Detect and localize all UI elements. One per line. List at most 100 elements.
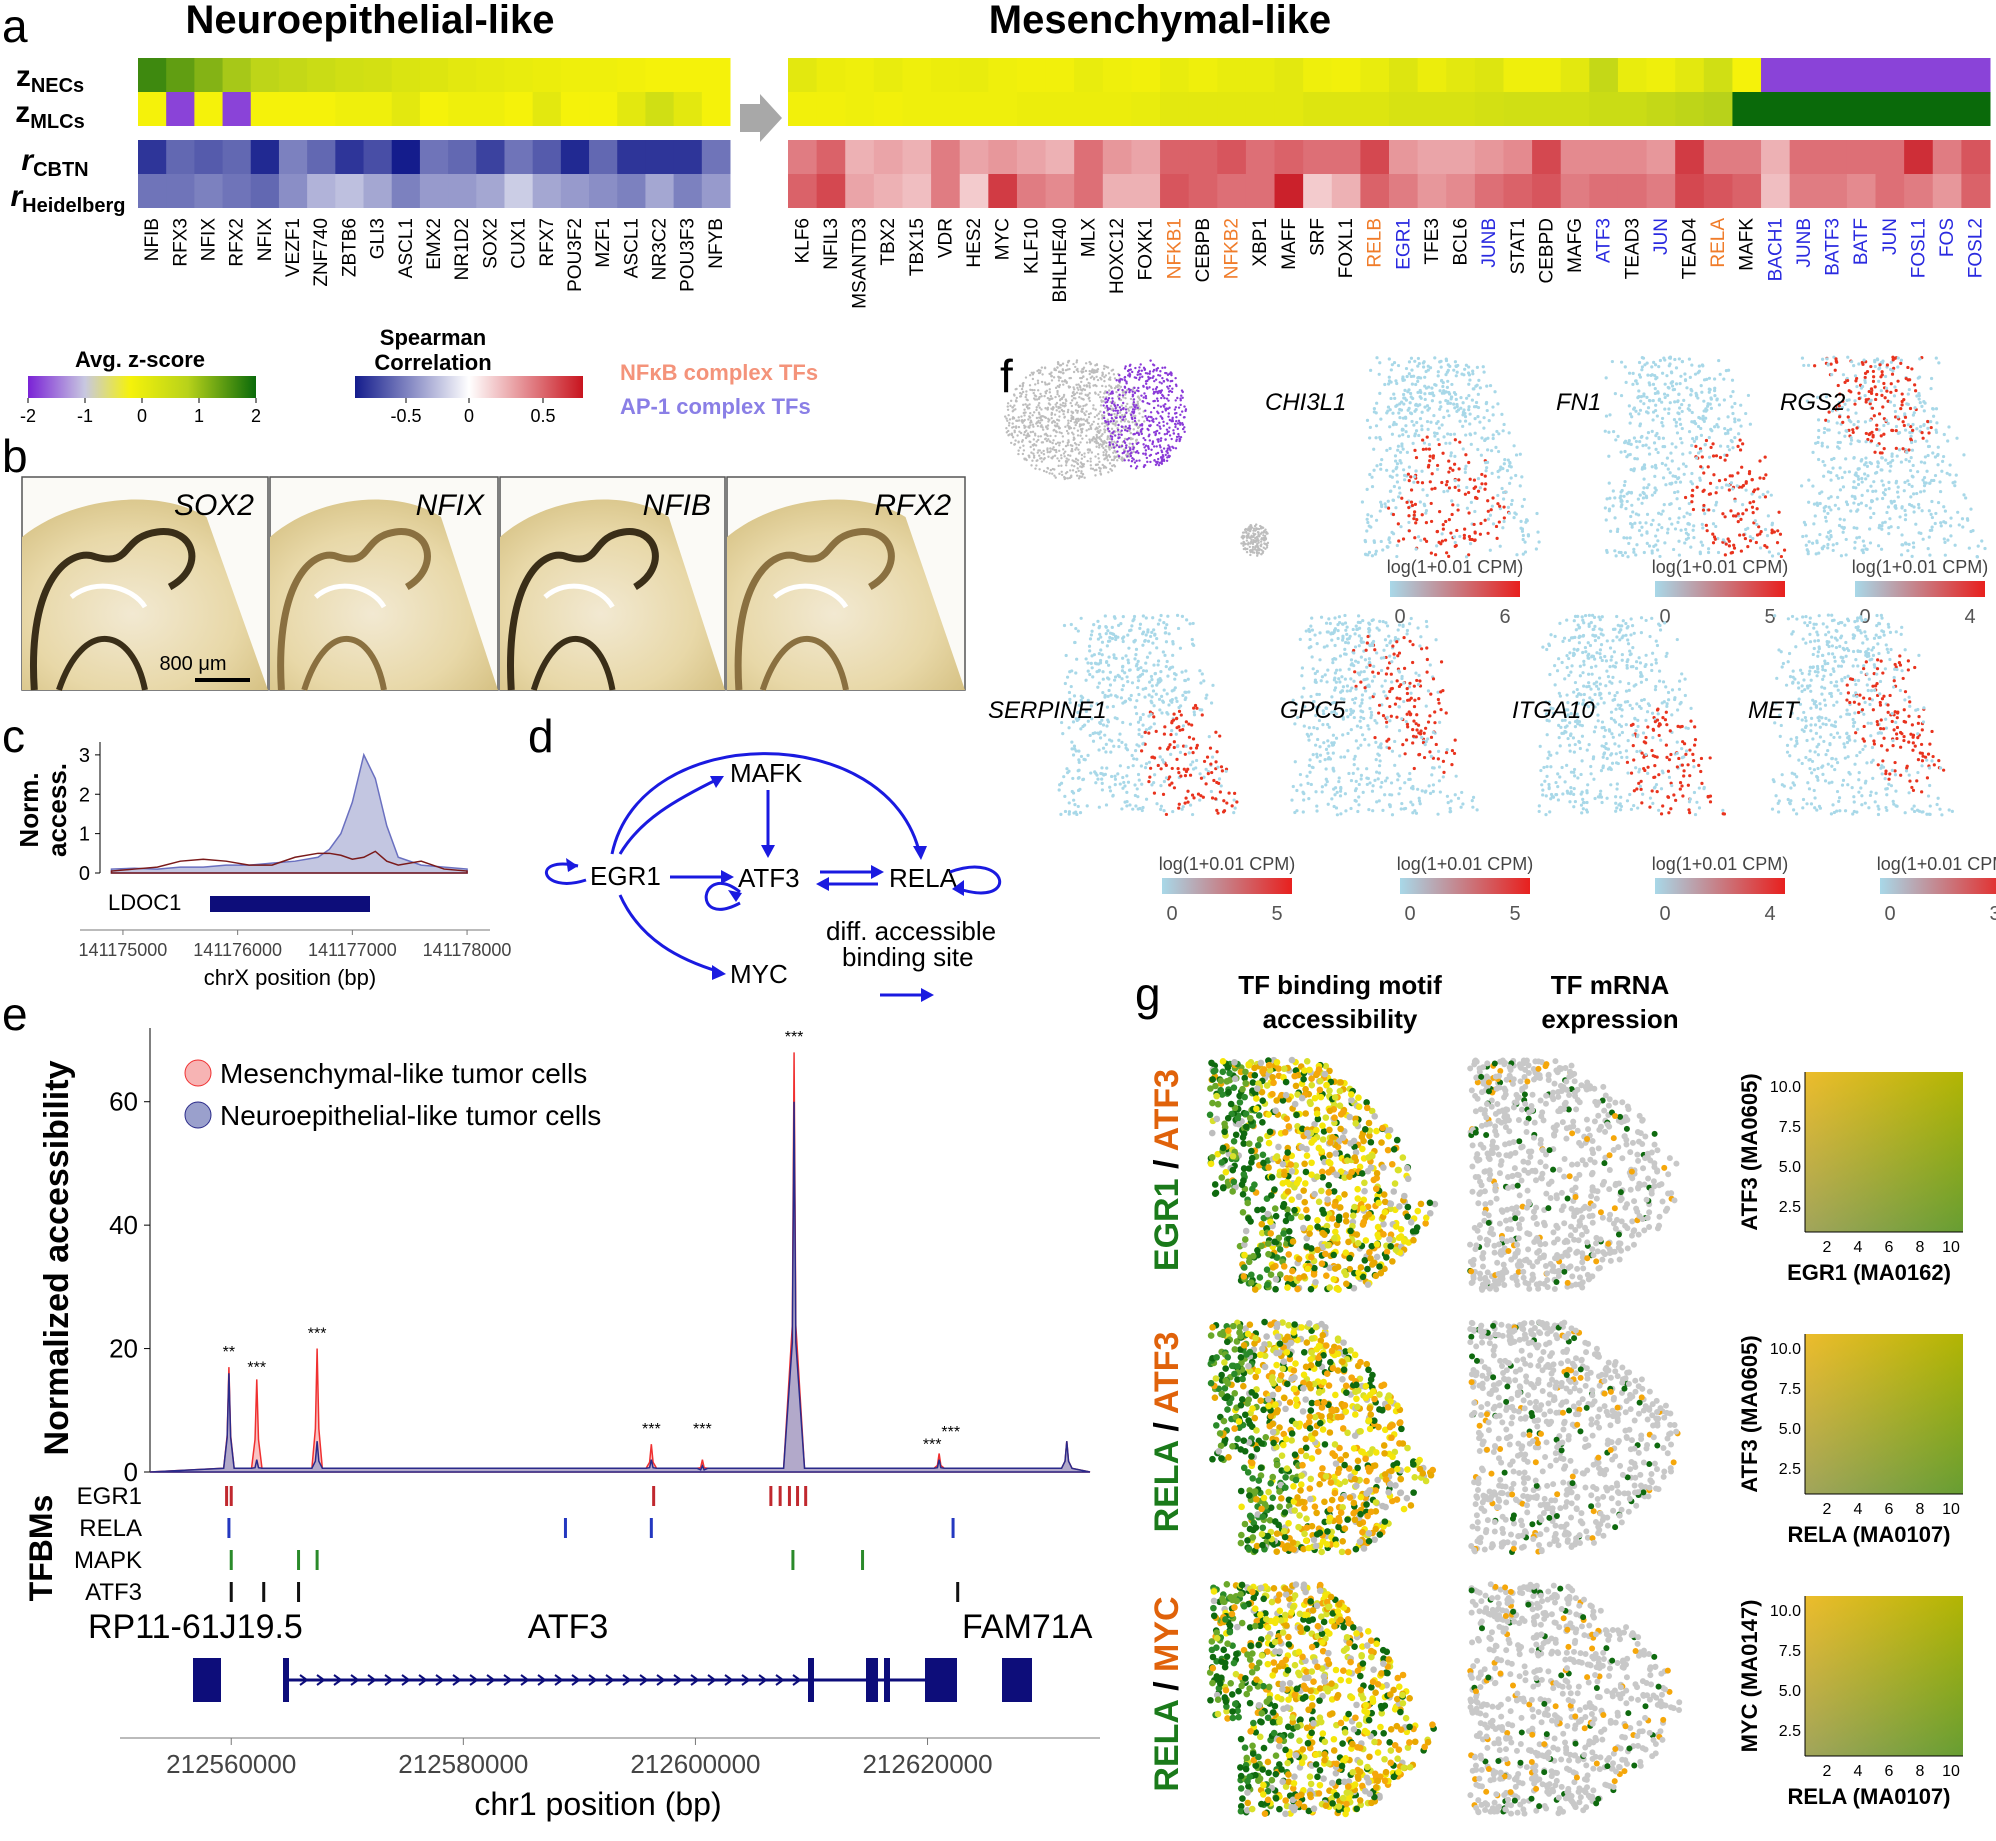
umap-point [1134, 749, 1138, 753]
umap-point [1061, 369, 1065, 372]
umap-point [1121, 615, 1125, 619]
umap-point-highlight [1131, 417, 1134, 421]
umap-point [1654, 377, 1658, 381]
umap-point [1454, 543, 1458, 548]
umap-point [1836, 383, 1840, 388]
umap-point-highlight [1141, 400, 1145, 403]
row-label-znecs: zNECs [16, 60, 84, 97]
umap-point [1184, 696, 1188, 700]
heatmap-cell [250, 58, 280, 92]
heatmap-cell [307, 92, 336, 126]
umap-point [1181, 728, 1185, 732]
gene-label: RFX3 [170, 218, 191, 267]
umap-point [1179, 774, 1183, 778]
umap-point-highlight [1167, 444, 1170, 447]
umap-point [1062, 775, 1066, 779]
umap-point [1032, 444, 1035, 447]
umap-point [1647, 483, 1651, 487]
umap-point [1023, 424, 1026, 427]
umap-point [1690, 500, 1694, 504]
umap-point [1205, 755, 1210, 759]
heatmap-cell [1102, 58, 1132, 92]
umap-point [1144, 762, 1149, 766]
umap-point [1067, 458, 1070, 461]
umap-point-highlight [1115, 444, 1119, 447]
heatmap-cell [419, 92, 449, 126]
umap-point [1074, 403, 1078, 406]
umap-point-highlight [1137, 432, 1140, 435]
umap-point [1896, 415, 1900, 419]
umap-point [1712, 377, 1717, 381]
umap-point-highlight [1144, 409, 1147, 412]
umap-point [1911, 413, 1916, 417]
heatmap-cell [1188, 92, 1218, 126]
umap-point [1439, 365, 1443, 369]
umap-point [1379, 503, 1384, 507]
umap-point [1453, 540, 1457, 545]
umap-point-highlight [1118, 393, 1121, 397]
umap-point-highlight [1133, 391, 1137, 395]
umap-point [1092, 435, 1095, 439]
umap-point [1751, 536, 1755, 541]
gene-label: MAFG [1565, 218, 1586, 273]
umap-point [1047, 455, 1050, 458]
umap-point [1046, 424, 1050, 427]
umap-point [1162, 732, 1166, 736]
umap-point [1690, 363, 1694, 367]
umap-point-highlight [1147, 434, 1150, 438]
umap-point [1030, 451, 1033, 454]
umap-point [1087, 412, 1091, 416]
umap-point [1653, 363, 1658, 367]
gene-label: TBX15 [907, 218, 928, 276]
umap-point [1852, 501, 1856, 505]
heatmap-cell [1761, 92, 1791, 126]
umap-point [1440, 539, 1445, 543]
e-strand-arrow [690, 1674, 700, 1686]
umap-point [1318, 753, 1323, 757]
umap-point [1214, 797, 1218, 801]
umap-point [1651, 399, 1655, 403]
umap-point [1463, 367, 1467, 371]
umap-point [1867, 389, 1871, 394]
umap-point [1899, 358, 1903, 362]
umap-point [1417, 361, 1421, 366]
umap-point [1424, 508, 1429, 513]
umap-point [1467, 373, 1472, 377]
umap-point [1368, 436, 1372, 440]
heatmap-cell [504, 174, 534, 208]
umap-point-highlight [1169, 449, 1172, 452]
umap-point-highlight [1124, 446, 1128, 449]
umap-point [1006, 419, 1009, 422]
umap-point [1156, 763, 1160, 768]
umap-point [1659, 512, 1663, 516]
umap-point [1190, 723, 1194, 727]
umap-point [1191, 737, 1196, 741]
umap-point [1138, 806, 1142, 811]
umap-point [1604, 518, 1608, 522]
gene-label: TFE3 [1422, 218, 1443, 264]
umap-point [1214, 730, 1218, 734]
umap-point [1442, 490, 1446, 494]
umap-point [1461, 424, 1465, 428]
umap-point [1447, 459, 1451, 463]
gene-label: NFKB1 [1164, 218, 1185, 279]
umap-point [1871, 489, 1875, 493]
umap-point [1059, 454, 1063, 457]
umap-point [1741, 442, 1745, 446]
umap-point [1363, 538, 1367, 543]
umap-point [1622, 494, 1626, 498]
umap-point-highlight [1158, 432, 1161, 435]
umap-point [1204, 782, 1208, 786]
umap-point [1028, 403, 1031, 406]
umap-point [1640, 533, 1644, 537]
umap-point [1151, 616, 1155, 620]
umap-colorbar [1162, 878, 1292, 894]
umap-point [1908, 406, 1913, 411]
umap-point [1832, 456, 1836, 461]
umap-point [1855, 426, 1859, 430]
umap-point [1873, 450, 1877, 454]
umap-point [1057, 370, 1061, 374]
umap-point [1637, 528, 1642, 533]
umap-point [1192, 706, 1196, 710]
